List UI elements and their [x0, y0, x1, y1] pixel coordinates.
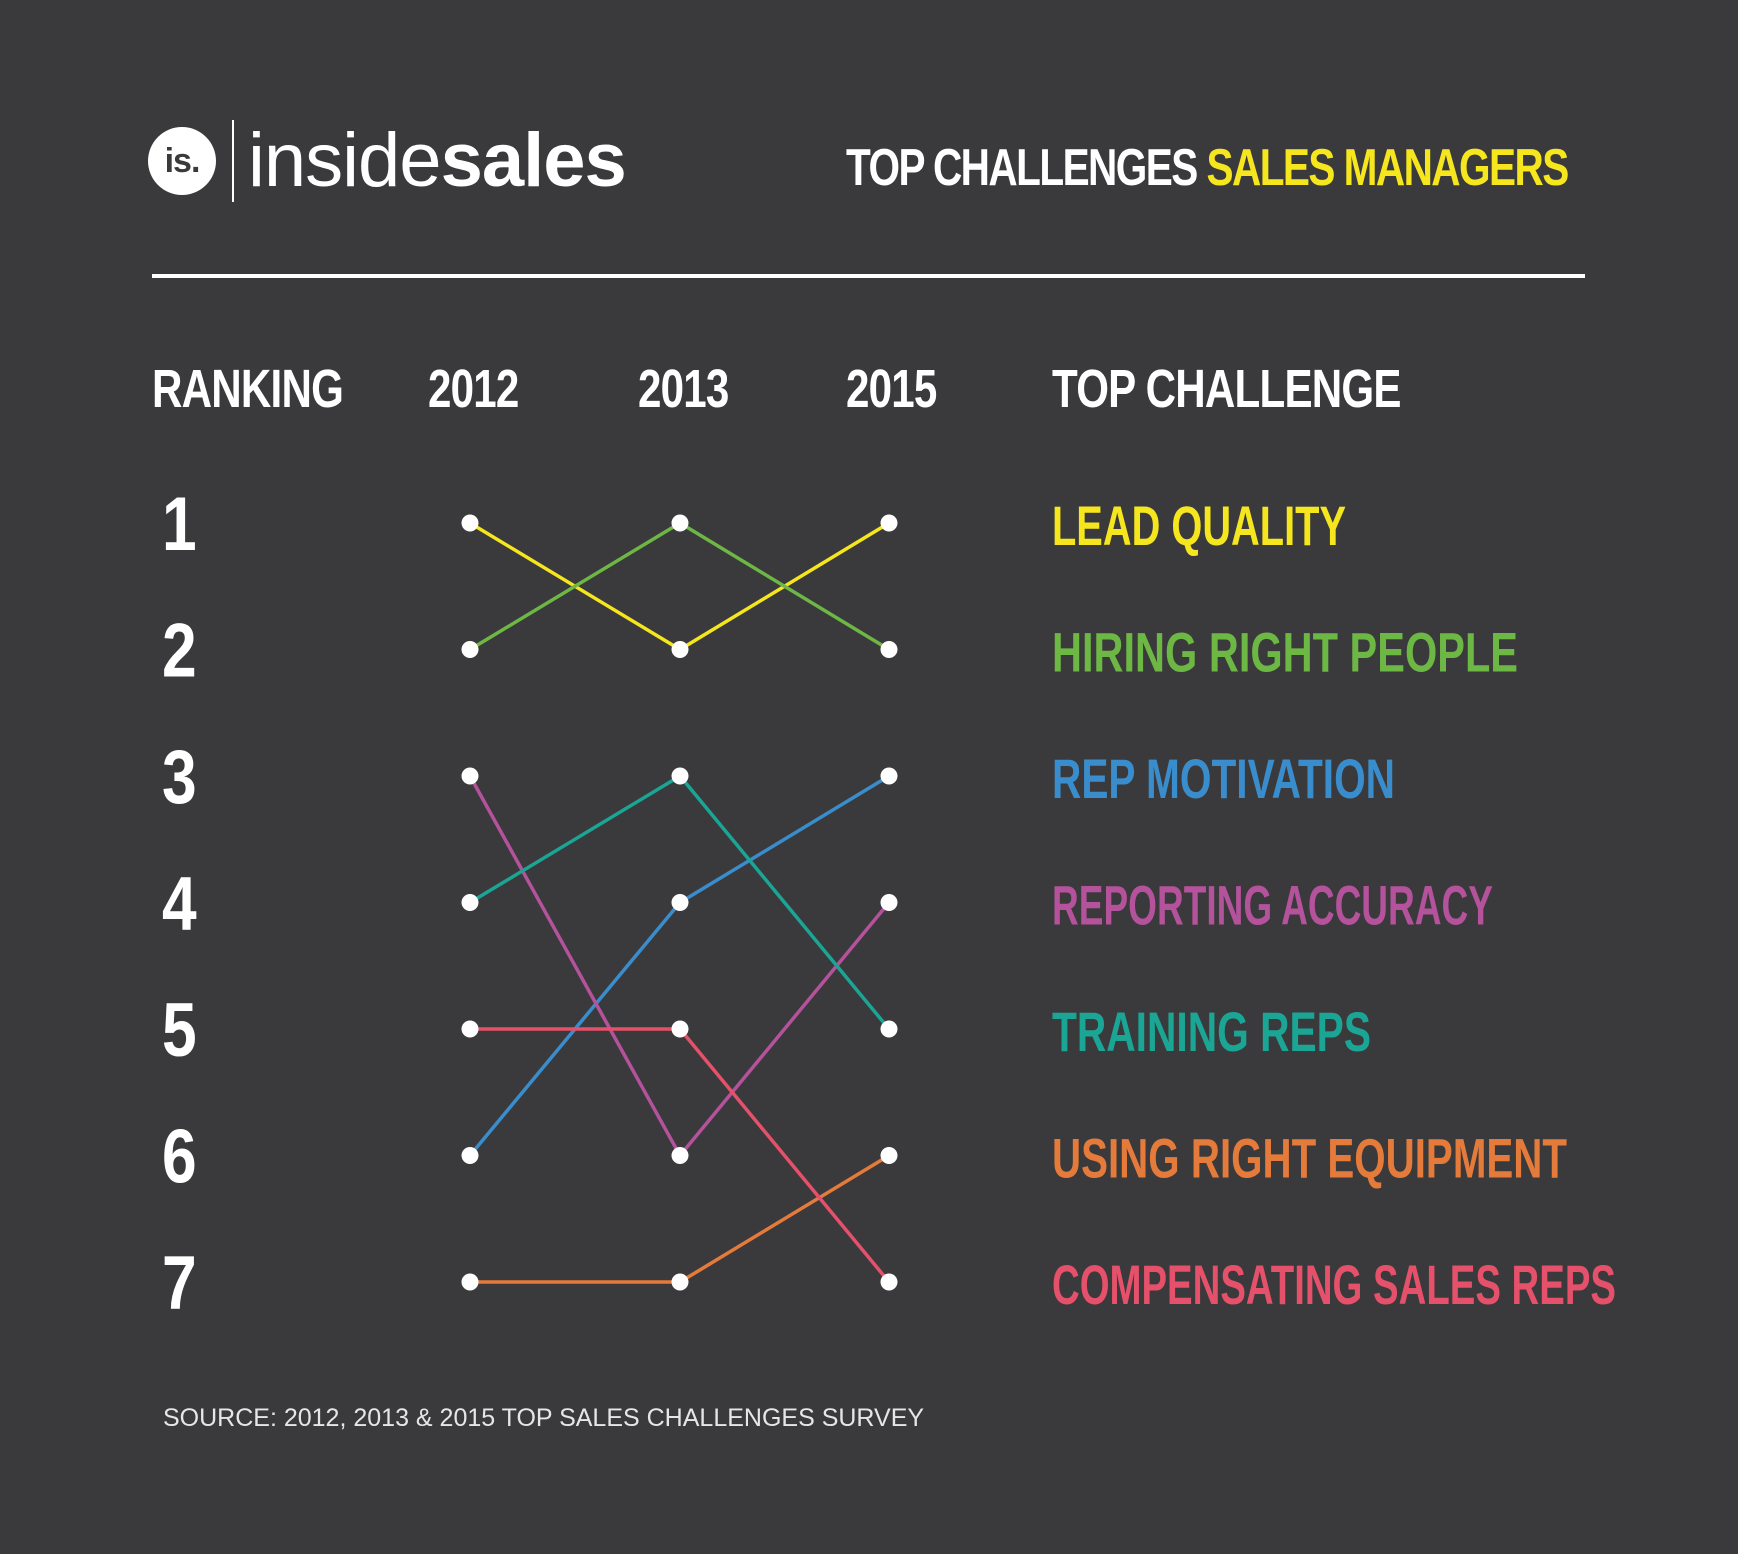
rank-label-7: 7 [162, 1240, 197, 1325]
series-line-6 [470, 1154, 890, 1284]
rank-label-1: 1 [162, 481, 197, 566]
year-header-2015: 2015 [846, 359, 937, 419]
rank-label-3: 3 [162, 734, 197, 819]
brand-name-bold: sales [440, 118, 627, 203]
year-header-2012: 2012 [428, 359, 519, 419]
data-point-s7-2015 [880, 1273, 898, 1291]
data-point-s2-2013 [671, 514, 689, 532]
data-point-s4-2012 [461, 767, 479, 785]
challenge-label-4: REPORTING ACCURACY [1052, 874, 1493, 937]
data-point-s6-2012 [461, 1273, 479, 1291]
data-point-s2-2015 [880, 641, 898, 658]
rank-label-5: 5 [162, 987, 197, 1072]
data-point-s2-2012 [461, 641, 479, 658]
data-point-s1-2012 [461, 514, 479, 532]
data-point-s3-2012 [461, 1147, 479, 1164]
ranking-header: RANKING [152, 359, 344, 419]
data-point-s1-2013 [671, 641, 689, 658]
data-point-s5-2015 [880, 1020, 898, 1038]
chart-title: TOP CHALLENGES SALES MANAGERS [846, 138, 1569, 198]
data-point-s5-2013 [671, 767, 689, 785]
data-point-s3-2015 [880, 767, 898, 785]
logo-divider [232, 120, 234, 202]
brand-name-light: inside [248, 118, 442, 203]
data-point-s4-2013 [671, 1147, 689, 1164]
brand-logo: is. insidesales [148, 118, 627, 204]
challenge-label-2: HIRING RIGHT PEOPLE [1052, 621, 1518, 684]
data-point-s7-2013 [671, 1020, 689, 1038]
source-note: SOURCE: 2012, 2013 & 2015 TOP SALES CHAL… [163, 1404, 925, 1432]
rank-label-6: 6 [162, 1114, 197, 1199]
challenge-label-5: TRAINING REPS [1052, 1000, 1371, 1063]
rank-label-4: 4 [162, 861, 197, 946]
challenge-label-3: REP MOTIVATION [1052, 747, 1395, 810]
top-challenge-header: TOP CHALLENGE [1052, 359, 1401, 419]
data-point-s4-2015 [880, 894, 898, 911]
data-point-s6-2015 [880, 1147, 898, 1164]
data-point-s5-2012 [461, 894, 479, 911]
year-header-2013: 2013 [638, 359, 729, 419]
series-line-1 [469, 521, 890, 652]
title-part-1: TOP CHALLENGES [846, 139, 1198, 197]
data-point-s6-2013 [671, 1273, 689, 1291]
title-part-2: SALES MANAGERS [1206, 139, 1569, 197]
rank-label-2: 2 [162, 608, 197, 693]
challenge-label-6: USING RIGHT EQUIPMENT [1052, 1127, 1567, 1190]
brand-name: insidesales [248, 123, 627, 199]
logo-mark: is. [148, 127, 216, 195]
series-line-4 [468, 775, 891, 1158]
data-point-s1-2015 [880, 514, 898, 532]
series-line-2 [469, 521, 890, 651]
challenge-label-1: LEAD QUALITY [1052, 494, 1346, 557]
header-divider [152, 274, 1585, 278]
series-line-3 [468, 774, 890, 1157]
data-point-s7-2012 [461, 1020, 479, 1038]
data-point-s3-2013 [671, 894, 689, 911]
challenge-label-7: COMPENSATING SALES REPS [1052, 1253, 1616, 1316]
